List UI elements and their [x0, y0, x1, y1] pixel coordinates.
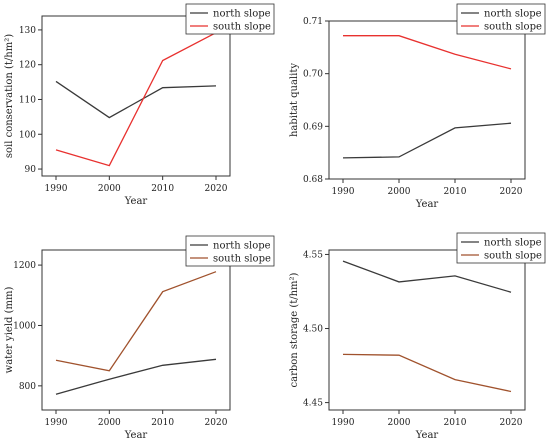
x-tick-label: 2000 [388, 187, 411, 197]
x-axis-title: Year [415, 430, 439, 440]
series-line-south-slope [342, 353, 512, 393]
y-tick-label: 1200 [13, 261, 36, 271]
x-axis-title: Year [124, 196, 148, 207]
legend: north slope south slope [456, 232, 546, 264]
legend-box [185, 235, 275, 267]
chart-panel-2: 1990 2000 2010 2020 0.68 0.69 0.70 0.71 Year habi… [289, 3, 546, 210]
x-tick-label: 2000 [98, 418, 121, 428]
y-tick-label: 120 [19, 61, 36, 71]
legend: north slope south slope [185, 235, 275, 267]
x-tick-label: 2010 [151, 184, 174, 194]
y-tick-label: 1000 [13, 321, 36, 331]
x-tick-label: 1990 [45, 184, 68, 194]
x-tick-label: 2000 [388, 418, 411, 428]
y-tick-label: 0.70 [303, 70, 323, 80]
x-tick-label: 2020 [205, 418, 228, 428]
legend-label: south slope [213, 254, 271, 265]
legend-label: north slope [484, 238, 542, 249]
x-tick-label: 2020 [205, 184, 228, 194]
y-tick-label: 100 [19, 130, 36, 140]
chart-panel-3: 1990 2000 2010 2020 800 1000 1200 Year water yie… [4, 235, 275, 440]
plot-frame [328, 20, 526, 180]
series-line-north-slope [55, 80, 217, 119]
y-tick-label: 0.68 [303, 175, 323, 185]
series-line-north-slope [55, 358, 217, 395]
legend-label: south slope [213, 22, 271, 33]
x-tick-label: 2010 [151, 418, 174, 428]
series-line-south-slope [55, 271, 217, 372]
legend: north slope south slope [456, 3, 546, 35]
chart-panel-1: 1990 2000 2010 2020 90 100 110 120 130 Year soil c… [4, 3, 275, 207]
legend-box [185, 3, 275, 35]
y-tick-label: 0.71 [303, 17, 323, 27]
x-axis-title: Year [124, 430, 148, 440]
series-line-south-slope [55, 32, 217, 167]
legend-label: north slope [484, 9, 542, 20]
chart-panel-4: 1990 2000 2010 2020 4.45 4.50 4.55 Year carbon s… [289, 232, 546, 440]
x-tick-label: 2020 [500, 187, 523, 197]
y-axis-title: carbon storage (t/hm²) [289, 272, 300, 387]
x-tick-label: 1990 [332, 418, 355, 428]
legend-box [456, 232, 546, 264]
legend-label: south slope [484, 22, 542, 33]
legend-label: south slope [484, 251, 542, 262]
plot-frame [41, 15, 231, 177]
y-tick-label: 4.50 [303, 325, 323, 335]
plot-frame [41, 249, 231, 411]
x-tick-label: 1990 [45, 418, 68, 428]
x-tick-label: 2000 [98, 184, 121, 194]
y-tick-label: 800 [19, 382, 36, 392]
legend-box [456, 3, 546, 35]
y-axis-title: habitat quality [289, 63, 300, 137]
x-tick-label: 2020 [500, 418, 523, 428]
y-axis-title: soil conservation (t/hm²) [4, 34, 15, 158]
legend-label: north slope [213, 9, 271, 20]
x-tick-label: 2010 [444, 187, 467, 197]
y-tick-label: 4.55 [303, 250, 323, 260]
x-tick-label: 1990 [332, 187, 355, 197]
legend: north slope south slope [185, 3, 275, 35]
x-tick-label: 2010 [444, 418, 467, 428]
legend-label: north slope [213, 241, 271, 252]
x-axis-title: Year [415, 199, 439, 210]
plot-frame [328, 249, 526, 411]
y-axis-title: water yield (mm) [4, 287, 15, 374]
y-tick-label: 110 [19, 95, 36, 105]
y-tick-label: 0.69 [303, 122, 323, 132]
series-line-north-slope [342, 122, 512, 159]
y-tick-label: 90 [25, 165, 37, 175]
y-tick-label: 130 [19, 26, 36, 36]
y-tick-label: 4.45 [303, 399, 323, 409]
series-line-north-slope [342, 260, 512, 293]
series-line-south-slope [343, 35, 512, 70]
